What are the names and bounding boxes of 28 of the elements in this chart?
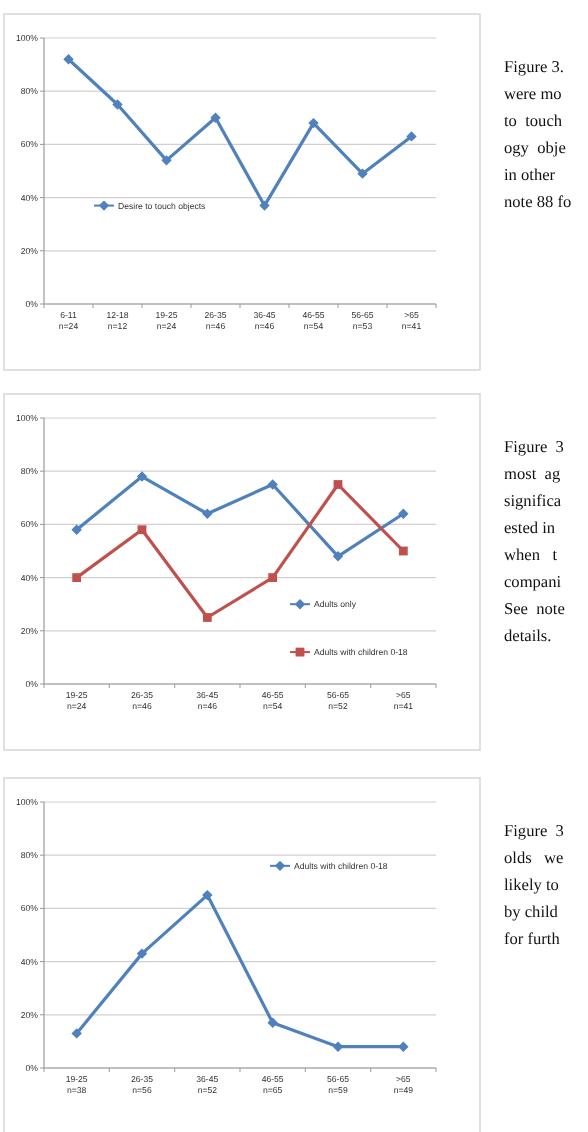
point: [63, 54, 74, 65]
point: [267, 1017, 278, 1028]
point: [267, 479, 278, 490]
point: [308, 117, 319, 129]
point: [259, 200, 270, 211]
point: [333, 480, 343, 489]
point: [136, 948, 148, 959]
caption: Figure 3 olds we likely to by child for furth: [504, 822, 565, 948]
point: [202, 613, 212, 622]
point: [202, 508, 213, 519]
point: [268, 573, 278, 582]
caption: Figure 3 most ag significa ested in when t compani See note details.: [504, 438, 566, 645]
point: [137, 525, 147, 535]
point: [398, 1041, 409, 1052]
point: [72, 573, 82, 582]
point: [406, 131, 417, 142]
point: [210, 112, 221, 123]
point: [112, 99, 123, 110]
caption: Figure 3. were mo to touch ogy obje in other note 88 fo: [504, 58, 572, 211]
point: [357, 168, 368, 179]
point: [71, 1028, 82, 1039]
point: [398, 546, 408, 556]
point: [202, 889, 213, 901]
point: [398, 508, 409, 519]
point: [161, 155, 172, 166]
point: [71, 524, 82, 535]
point: [136, 471, 148, 482]
point: [332, 551, 344, 562]
